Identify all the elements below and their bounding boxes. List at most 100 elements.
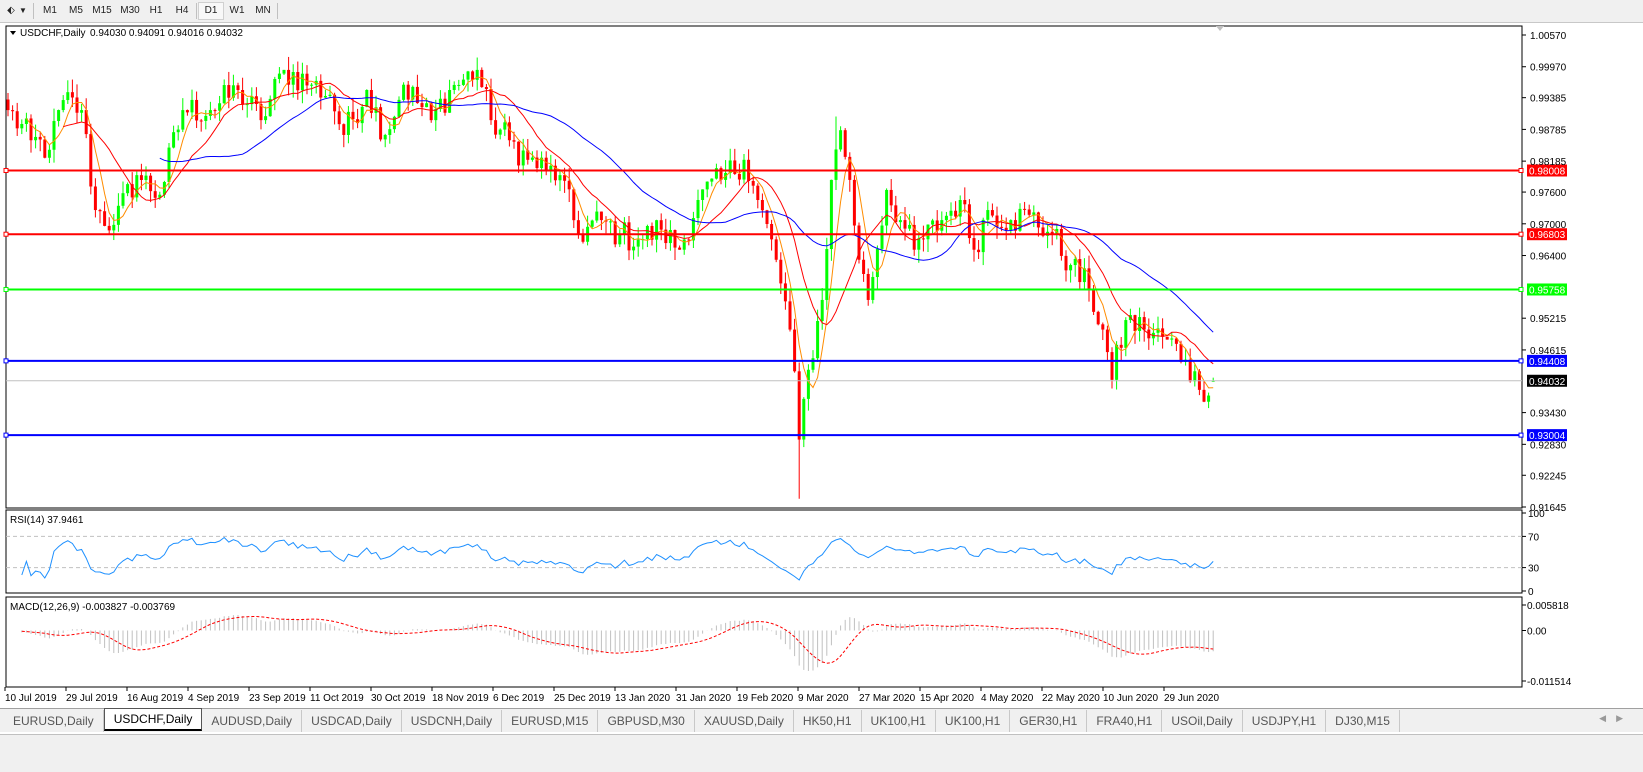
timeframe-h1[interactable]: H1: [149, 5, 163, 16]
time-axis-label: 23 Sep 2019: [249, 693, 306, 704]
price-axis-label: 0.99970: [1530, 63, 1567, 74]
candle-body: [337, 111, 341, 125]
time-axis-label: 4 Sep 2019: [188, 693, 240, 704]
price-axis-label: 0.92245: [1530, 471, 1567, 482]
candle-body: [34, 136, 38, 141]
candle-body: [107, 225, 111, 231]
rsi-line: [21, 536, 1214, 581]
candle-body: [471, 71, 475, 80]
candle-body: [448, 90, 452, 113]
timeframe-m30[interactable]: M30: [120, 5, 140, 16]
chart-tab[interactable]: GBPUSD,M30: [598, 710, 695, 732]
tab-scroll-arrows-icon[interactable]: ◀▶: [1599, 713, 1633, 723]
timeframe-m5[interactable]: M5: [69, 5, 83, 16]
candle-body: [466, 71, 470, 80]
line-handle[interactable]: [3, 286, 9, 292]
chart-tab[interactable]: AUDUSD,Daily: [202, 710, 303, 732]
candle-body: [737, 173, 741, 180]
time-axis-label: 10 Jul 2019: [5, 693, 57, 704]
candle-body: [613, 221, 617, 245]
candle-body: [402, 84, 406, 100]
rsi-panel[interactable]: [5, 509, 1523, 594]
price-axis-label: 1.00570: [1530, 31, 1567, 42]
chart-tab[interactable]: UK100,H1: [862, 710, 936, 732]
line-handle[interactable]: [1518, 286, 1524, 292]
timeframe-mn[interactable]: MN: [255, 5, 271, 16]
chart-window[interactable]: 0.98008 0.96803 0.95758 0.94408 0.93004 0.940…: [0, 22, 1643, 708]
chart-tab[interactable]: EURUSD,Daily: [4, 710, 104, 732]
chart-tab[interactable]: FRA40,H1: [1087, 710, 1163, 732]
timeframe-m15[interactable]: M15: [92, 5, 112, 16]
candle-body: [935, 220, 939, 231]
candle-body: [664, 229, 668, 244]
line-handle[interactable]: [3, 231, 9, 237]
chart-tab[interactable]: USDJPY,H1: [1243, 710, 1327, 732]
candle-body: [392, 116, 396, 130]
price-axis-label: 0.92830: [1530, 440, 1567, 451]
line-handle[interactable]: [3, 432, 9, 438]
candle-body: [829, 179, 833, 250]
candle-body: [912, 224, 916, 250]
line-handle[interactable]: [1518, 167, 1524, 173]
candle-body: [714, 168, 718, 179]
candle-body: [958, 200, 962, 217]
candle-body: [1101, 324, 1105, 330]
time-axis-label: 19 Feb 2020: [737, 693, 794, 704]
candle-body: [1023, 208, 1027, 210]
candle-body: [98, 210, 102, 212]
main-price-panel[interactable]: [5, 25, 1523, 509]
line-handle[interactable]: [1518, 231, 1524, 237]
macd-signal-line: [21, 616, 1214, 664]
candle-body: [599, 211, 603, 221]
macd-axis-label: 0.00: [1527, 627, 1547, 638]
timeframe-d1[interactable]: D1: [198, 2, 224, 20]
dropdown-arrow-icon[interactable]: ▼: [19, 6, 27, 15]
timeframe-m1[interactable]: M1: [43, 5, 57, 16]
candle-body: [1207, 395, 1211, 402]
candle-body: [457, 84, 461, 86]
candle-body: [6, 99, 10, 111]
candle-body: [282, 69, 286, 74]
timeframe-h4[interactable]: H4: [175, 5, 189, 16]
chart-shift-marker-icon[interactable]: [1216, 26, 1224, 31]
line-handle[interactable]: [3, 358, 9, 364]
candle-body: [103, 211, 107, 226]
line-handle[interactable]: [1518, 432, 1524, 438]
candle-body: [834, 149, 838, 180]
candle-body: [581, 234, 585, 242]
line-handle[interactable]: [3, 167, 9, 173]
candle-body: [126, 184, 130, 194]
price-level-label: 0.94408: [1529, 357, 1566, 368]
chart-tab[interactable]: USDCHF,Daily: [103, 708, 203, 731]
timeframe-w1[interactable]: W1: [229, 5, 245, 16]
candle-body: [1170, 338, 1174, 340]
candle-body: [213, 110, 217, 112]
time-axis-label: 29 Jun 2020: [1164, 693, 1219, 704]
chart-tab[interactable]: DJ30,M15: [1326, 710, 1400, 732]
candle-body: [264, 116, 268, 121]
collapse-arrow-icon[interactable]: [10, 31, 16, 35]
macd-panel[interactable]: [5, 596, 1523, 688]
chart-tab[interactable]: HK50,H1: [794, 710, 862, 732]
symbol-header: USDCHF,Daily: [20, 28, 86, 39]
candle-body: [1124, 320, 1128, 348]
candle-body: [1142, 317, 1146, 330]
candle-body: [484, 87, 488, 89]
chart-tab[interactable]: USDCNH,Daily: [402, 710, 503, 732]
chart-tab[interactable]: USDCAD,Daily: [302, 710, 402, 732]
time-axis-label: 16 Aug 2019: [127, 693, 184, 704]
candle-body: [47, 149, 51, 158]
candle-body: [563, 175, 567, 181]
candle-body: [135, 175, 139, 198]
line-handle[interactable]: [1518, 358, 1524, 364]
chart-tab[interactable]: XAUUSD,Daily: [695, 710, 794, 732]
candle-body: [333, 94, 337, 112]
chart-tab[interactable]: USOil,Daily: [1162, 710, 1243, 732]
candle-body: [296, 72, 300, 91]
line-tool-icon[interactable]: ⬖: [7, 5, 15, 16]
candle-body: [121, 193, 125, 206]
chart-tab[interactable]: EURUSD,M15: [502, 710, 599, 732]
chart-tab[interactable]: UK100,H1: [936, 710, 1011, 732]
chart-tab[interactable]: GER30,H1: [1010, 710, 1088, 732]
chart-tabs: EURUSD,Daily USDCHF,Daily AUDUSD,Daily USDC…: [0, 708, 1643, 732]
